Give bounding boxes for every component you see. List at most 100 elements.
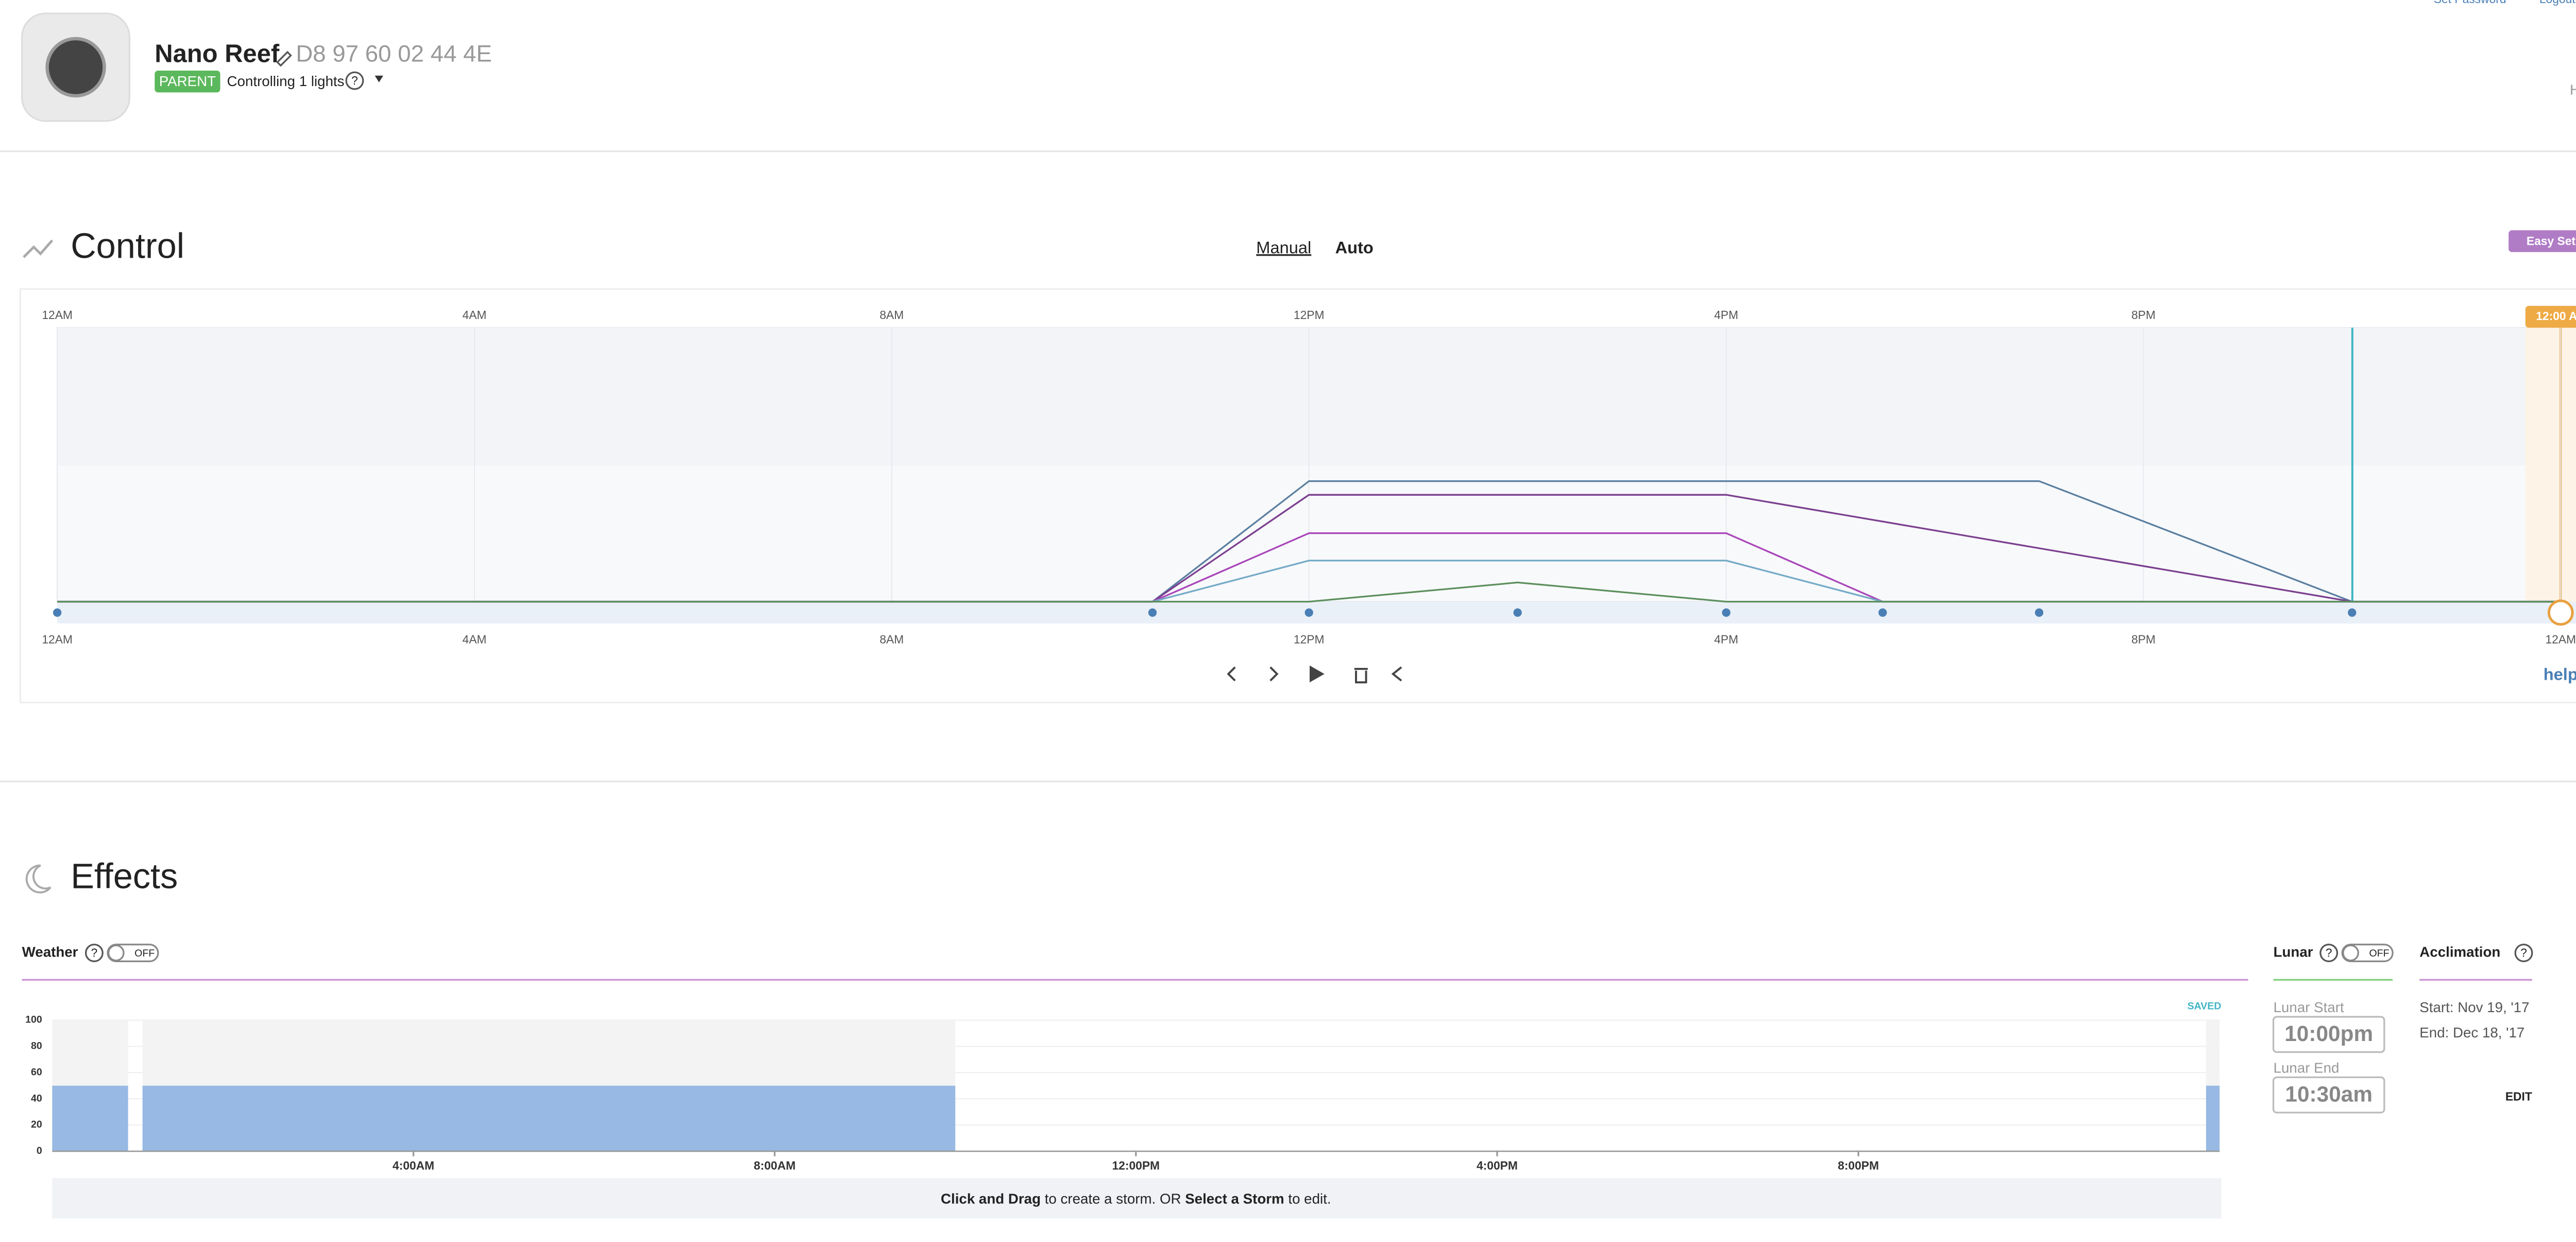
help-icon[interactable] xyxy=(2319,944,2338,963)
dropdown[interactable] xyxy=(375,75,383,82)
point-handle xyxy=(1513,608,1522,617)
x-tick-label: 8AM xyxy=(879,633,904,646)
toggle-text: OFF xyxy=(134,948,155,959)
cursor-label-bg xyxy=(2525,306,2576,328)
x-tick-label: 12AM xyxy=(42,633,73,646)
acclimation-end: End: Dec 18, '17 xyxy=(2419,1025,2524,1040)
help-glyph: ? xyxy=(351,74,358,87)
help-icon[interactable] xyxy=(2514,944,2533,963)
plot-band xyxy=(57,327,2576,466)
toggle-knob xyxy=(107,944,125,962)
bar xyxy=(142,1085,956,1151)
button-text: Easy Setup xyxy=(2527,234,2576,248)
point-handle xyxy=(2035,608,2044,617)
x-tick-label: 4PM xyxy=(1714,308,1738,322)
cursor-zone xyxy=(2525,327,2576,602)
acclimation-start: Start: Nov 19, '17 xyxy=(2419,999,2529,1015)
help-glyph: ? xyxy=(2520,946,2527,960)
next-button[interactable] xyxy=(1269,666,1279,682)
handle-strip xyxy=(57,601,2576,624)
acclimation-label: Acclimation xyxy=(2419,944,2500,960)
point-handle xyxy=(1304,608,1313,617)
x-tick-label: 8PM xyxy=(2131,308,2156,322)
field-label: Lunar End xyxy=(2274,1060,2340,1076)
y-tick-label: 40 xyxy=(31,1093,42,1104)
time-value: 10:00pm xyxy=(2284,1021,2373,1046)
section-title: Control xyxy=(71,226,184,266)
time-value: 10:30am xyxy=(2285,1082,2372,1106)
prev-button[interactable] xyxy=(1227,666,1236,682)
badge-text: PARENT xyxy=(159,73,216,89)
mode-tab[interactable]: Auto xyxy=(1335,238,1374,257)
y-tick-label: 0 xyxy=(37,1145,42,1156)
x-tick-label: 4:00PM xyxy=(1477,1159,1518,1172)
easy-setup-button[interactable] xyxy=(2509,230,2576,253)
point-handle xyxy=(1878,608,1887,617)
share-button[interactable] xyxy=(1391,666,1402,682)
x-tick-label: 12PM xyxy=(1294,308,1325,322)
x-tick-label: 4AM xyxy=(463,633,487,646)
x-tick-label: 8AM xyxy=(879,308,904,322)
weather-chart: 0 20 40 60 80 100 4:00AM 8:00AM 12:00PM 4:00PM 8:0… xyxy=(25,1014,2220,1172)
point-handle xyxy=(1722,608,1731,617)
help-glyph: ? xyxy=(91,946,98,960)
x-tick-label: 4:00AM xyxy=(393,1159,434,1172)
field-label: Lunar Start xyxy=(2274,999,2344,1015)
help-icon[interactable] xyxy=(84,944,104,963)
control-chart: 12:00 AM 12AM 12AM 4AM 4AM 8AM 8AM 12PM 12PM 4PM… xyxy=(42,306,2576,646)
x-tick-label: 12AM xyxy=(2545,633,2576,646)
y-tick-label: 100 xyxy=(25,1014,42,1026)
edit-button[interactable]: EDIT xyxy=(2505,1090,2532,1103)
point-handle xyxy=(2348,608,2357,617)
lunar-label: Lunar xyxy=(2274,944,2313,960)
weather-label: Weather xyxy=(22,944,78,960)
point-handle xyxy=(53,608,62,617)
time-input[interactable] xyxy=(2272,1076,2385,1114)
network: HTPC xyxy=(2570,81,2576,97)
hint-bar xyxy=(52,1178,2222,1219)
time-input[interactable] xyxy=(2272,1016,2385,1053)
status: Controlling 1 lights xyxy=(227,73,345,89)
y-tick-label: 80 xyxy=(31,1040,42,1052)
x-tick-label: 8PM xyxy=(2131,633,2156,646)
hint-part: Click and Drag xyxy=(941,1191,1041,1207)
saved-status: SAVED xyxy=(2188,1001,2222,1012)
control-panel xyxy=(19,288,2576,703)
y-tick-label: 60 xyxy=(31,1066,42,1078)
x-tick-label: 12PM xyxy=(1294,633,1325,646)
play-button[interactable] xyxy=(1309,665,1325,683)
light-curve xyxy=(57,581,2561,603)
x-tick-label: 8:00AM xyxy=(754,1159,795,1172)
help-icon[interactable] xyxy=(345,71,364,90)
hint-part: to create a storm. OR xyxy=(1041,1191,1185,1207)
control-icon xyxy=(23,239,54,258)
section-title: Effects xyxy=(71,857,178,896)
playback-controls xyxy=(1227,665,1402,683)
link[interactable]: Logout xyxy=(2539,0,2575,6)
device-id: D8 97 60 02 44 4E xyxy=(296,41,492,67)
device-lens xyxy=(45,37,106,98)
x-tick-label: 4AM xyxy=(463,308,487,322)
delete-button[interactable] xyxy=(1354,667,1368,683)
link[interactable]: Set Password xyxy=(2434,0,2506,6)
help-link[interactable]: help xyxy=(2544,665,2576,684)
edit-icon[interactable] xyxy=(276,51,292,67)
toggle-text: OFF xyxy=(2369,948,2389,959)
hint-part: to edit. xyxy=(1284,1191,1331,1207)
hint-part: Select a Storm xyxy=(1185,1191,1284,1207)
x-tick-label: 4PM xyxy=(1714,633,1738,646)
bar xyxy=(2206,1085,2220,1151)
y-tick-label: 20 xyxy=(31,1119,42,1130)
bar xyxy=(52,1085,128,1151)
device-name: Nano Reef xyxy=(155,40,280,68)
x-tick-label: 12:00PM xyxy=(1112,1159,1160,1172)
help-glyph: ? xyxy=(2326,946,2332,960)
mode-tab[interactable]: Manual xyxy=(1256,238,1311,257)
x-tick-label: 12AM xyxy=(42,308,73,322)
cursor-handle xyxy=(2547,599,2574,626)
cursor-label: 12:00 AM xyxy=(2536,309,2576,323)
hint: Click and Drag to create a storm. OR Sel… xyxy=(941,1191,1331,1207)
x-tick-label: 8:00PM xyxy=(1838,1159,1879,1172)
moon-icon xyxy=(25,864,52,894)
